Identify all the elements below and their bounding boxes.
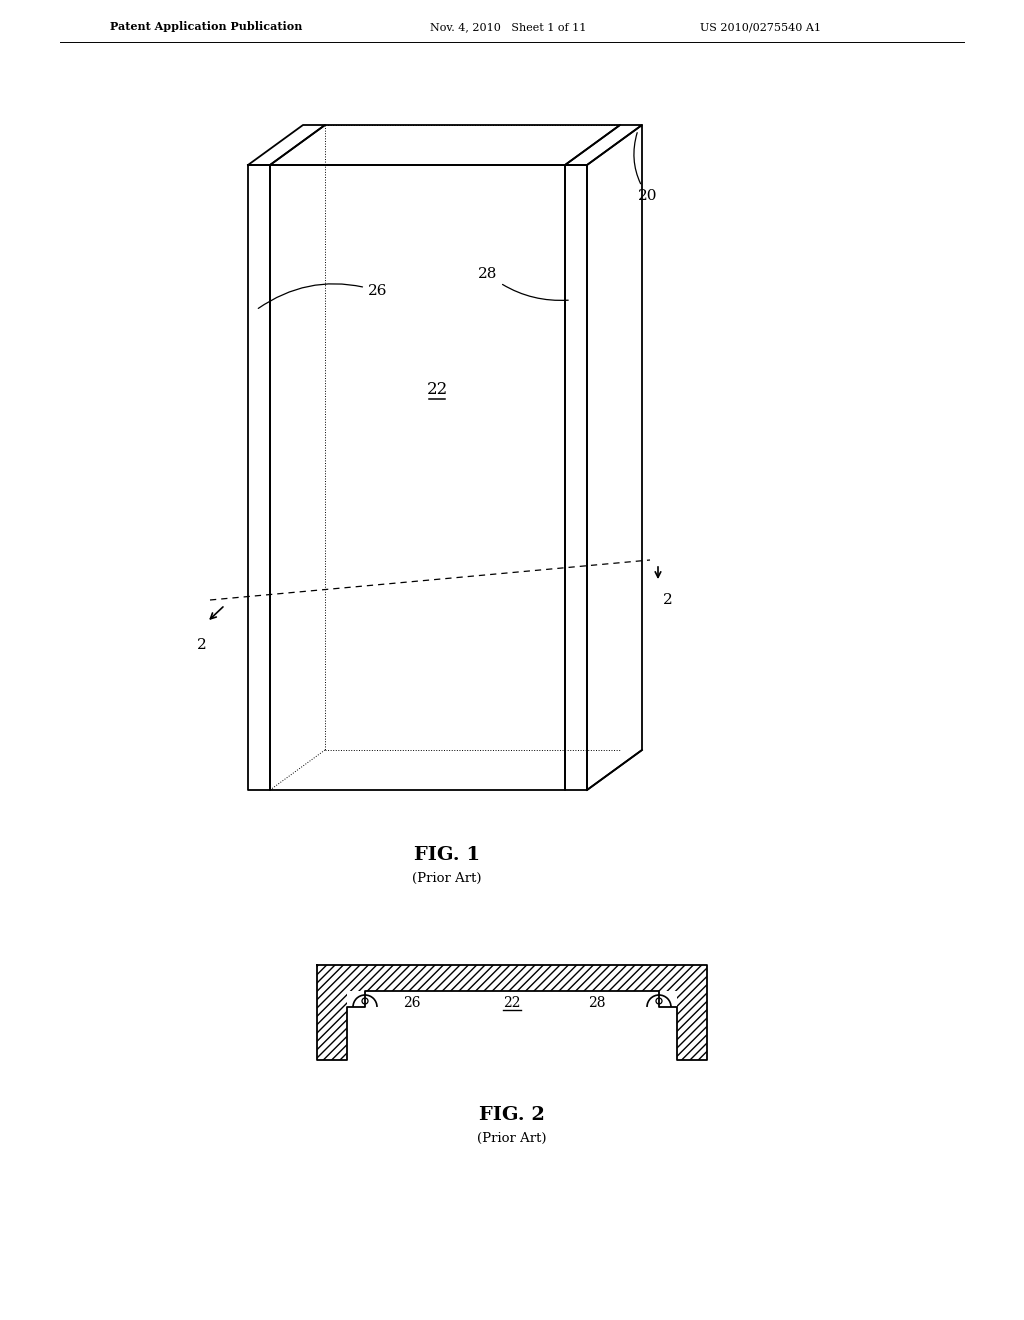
Text: FIG. 2: FIG. 2 — [479, 1106, 545, 1125]
Text: 2: 2 — [198, 638, 207, 652]
Bar — [677, 991, 707, 1060]
Text: Patent Application Publication: Patent Application Publication — [110, 21, 302, 33]
Text: 22: 22 — [503, 997, 521, 1010]
Text: 2: 2 — [664, 593, 673, 607]
Text: 26: 26 — [403, 997, 421, 1010]
Text: Nov. 4, 2010   Sheet 1 of 11: Nov. 4, 2010 Sheet 1 of 11 — [430, 22, 587, 32]
Text: (Prior Art): (Prior Art) — [413, 871, 481, 884]
Text: 28: 28 — [588, 997, 606, 1010]
Text: US 2010/0275540 A1: US 2010/0275540 A1 — [700, 22, 821, 32]
Text: (Prior Art): (Prior Art) — [477, 1131, 547, 1144]
Text: 22: 22 — [426, 381, 447, 399]
Text: 26: 26 — [258, 284, 387, 309]
Bar — [317, 965, 707, 991]
Bar — [317, 991, 347, 1060]
Text: 28: 28 — [478, 267, 568, 301]
Text: 20: 20 — [634, 132, 657, 203]
Text: FIG. 1: FIG. 1 — [414, 846, 480, 865]
